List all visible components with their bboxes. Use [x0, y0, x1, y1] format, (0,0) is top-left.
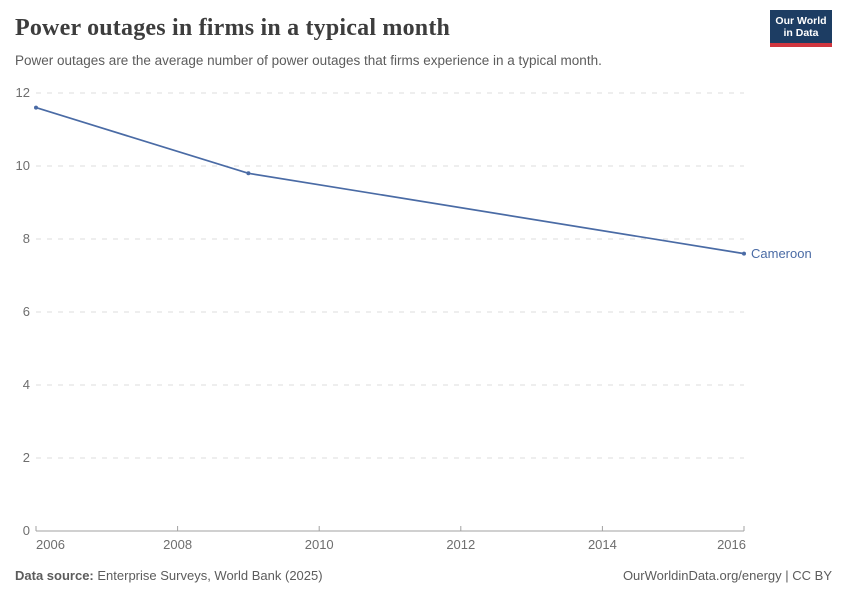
chart-subtitle: Power outages are the average number of …: [15, 53, 602, 68]
data-point[interactable]: [34, 105, 38, 110]
y-axis-tick-label: 2: [23, 450, 30, 465]
y-axis-tick-label: 8: [23, 231, 30, 246]
x-axis-tick-label: 2014: [588, 537, 617, 552]
y-axis-tick-label: 6: [23, 304, 30, 319]
y-axis-tick-label: 4: [23, 377, 30, 392]
x-axis-tick-label: 2012: [446, 537, 475, 552]
data-source: Data source: Enterprise Surveys, World B…: [15, 568, 323, 583]
data-source-value: Enterprise Surveys, World Bank (2025): [97, 568, 323, 583]
y-axis-tick-label: 0: [23, 523, 30, 538]
page-title: Power outages in firms in a typical mont…: [15, 15, 451, 41]
chart-footer: Data source: Enterprise Surveys, World B…: [15, 568, 832, 583]
x-axis-tick-label: 2016: [717, 537, 746, 552]
x-axis-tick-label: 2010: [305, 537, 334, 552]
owid-logo[interactable]: Our World in Data: [770, 10, 832, 47]
data-line[interactable]: [35, 106, 745, 255]
x-axis-tick-label: 2008: [163, 537, 192, 552]
y-axis-tick-label: 12: [16, 85, 30, 100]
data-point[interactable]: [246, 171, 251, 176]
owid-logo-line2: in Data: [783, 26, 819, 39]
x-axis-tick-label: 2006: [36, 537, 65, 552]
series-end-label[interactable]: Cameroon: [751, 246, 812, 261]
data-source-label: Data source:: [15, 568, 98, 583]
y-axis-tick-label: 10: [16, 158, 30, 173]
license-link[interactable]: OurWorldinData.org/energy | CC BY: [622, 568, 832, 583]
data-point[interactable]: [742, 251, 746, 256]
owid-logo-line1: Our World: [775, 14, 827, 27]
